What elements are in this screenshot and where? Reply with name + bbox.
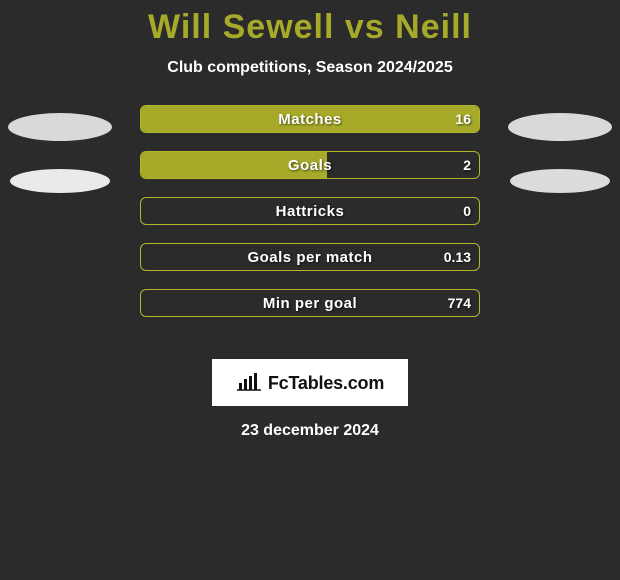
stats-zone: Matches16 Goals2 Hattricks0 Goals per match… xyxy=(0,105,620,335)
right-avatar-placeholder-2 xyxy=(510,169,610,193)
stat-bar-value: 0.13 xyxy=(444,244,471,270)
stat-bar-value: 16 xyxy=(455,106,471,132)
stat-bar: Matches16 xyxy=(140,105,480,133)
left-avatar-placeholder-2 xyxy=(10,169,110,193)
page-title: Will Sewell vs Neill xyxy=(148,8,472,47)
stat-bar-label: Goals per match xyxy=(141,244,479,270)
stat-bar-value: 774 xyxy=(448,290,471,316)
stat-bar: Min per goal774 xyxy=(140,289,480,317)
stat-bar-label: Goals xyxy=(141,152,479,178)
bar-chart-icon xyxy=(236,371,262,396)
stat-bars: Matches16 Goals2 Hattricks0 Goals per match… xyxy=(140,105,480,317)
stat-bar: Goals2 xyxy=(140,151,480,179)
stat-bar-label: Matches xyxy=(141,106,479,132)
snapshot-date: 23 december 2024 xyxy=(241,422,379,440)
stat-bar-value: 0 xyxy=(463,198,471,224)
right-avatar-column xyxy=(508,113,612,193)
subtitle: Club competitions, Season 2024/2025 xyxy=(167,59,452,77)
brand-attribution[interactable]: FcTables.com xyxy=(212,359,408,406)
brand-text: FcTables.com xyxy=(268,373,384,394)
stat-bar-label: Min per goal xyxy=(141,290,479,316)
stat-bar-label: Hattricks xyxy=(141,198,479,224)
left-avatar-column xyxy=(8,113,112,193)
stat-bar-value: 2 xyxy=(463,152,471,178)
right-avatar-placeholder-1 xyxy=(508,113,612,141)
stat-bar: Goals per match0.13 xyxy=(140,243,480,271)
left-avatar-placeholder-1 xyxy=(8,113,112,141)
stat-bar: Hattricks0 xyxy=(140,197,480,225)
comparison-card: Will Sewell vs Neill Club competitions, … xyxy=(0,0,620,440)
